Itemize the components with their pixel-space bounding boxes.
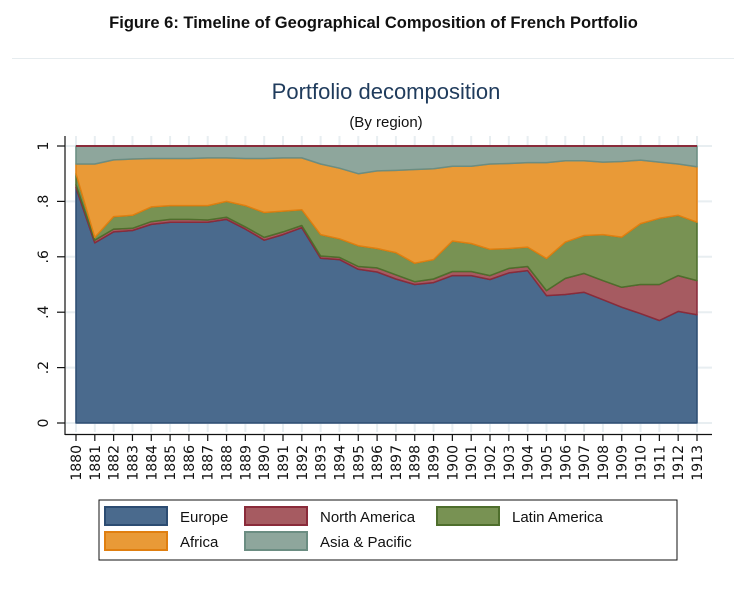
x-tick-label: 1888 xyxy=(220,445,236,481)
x-tick-label: 1912 xyxy=(671,445,687,481)
x-tick-label: 1897 xyxy=(389,445,405,481)
legend-label: Asia & Pacific xyxy=(320,534,412,551)
x-tick-label: 1893 xyxy=(314,445,330,481)
x-tick-label: 1894 xyxy=(332,445,348,481)
x-tick-label: 1884 xyxy=(144,445,160,481)
x-tick-label: 1885 xyxy=(163,445,179,481)
figure-title: Figure 6: Timeline of Geographical Compo… xyxy=(109,14,638,32)
legend-label: Africa xyxy=(180,534,219,551)
legend-swatch xyxy=(104,531,168,551)
x-tick-label: 1907 xyxy=(577,445,593,481)
legend: Europe North America Latin America Africa As… xyxy=(98,499,678,561)
y-tick-label: .2 xyxy=(36,361,52,374)
x-tick-label: 1891 xyxy=(276,445,292,481)
x-tick-label: 1906 xyxy=(558,445,574,481)
legend-label: Latin America xyxy=(512,509,604,526)
legend-swatch xyxy=(244,531,308,551)
legend-swatch xyxy=(436,506,500,526)
x-tick-label: 1904 xyxy=(521,445,537,481)
x-tick-label: 1889 xyxy=(238,445,254,481)
chart-title: Portfolio decomposition xyxy=(272,79,501,104)
x-tick-label: 1913 xyxy=(690,445,706,481)
legend-label: North America xyxy=(320,509,416,526)
x-tick-label: 1901 xyxy=(464,445,480,481)
x-tick-label: 1887 xyxy=(201,445,217,481)
divider xyxy=(12,58,734,59)
x-tick-label: 1899 xyxy=(427,445,443,481)
x-tick-label: 1909 xyxy=(615,445,631,481)
x-tick-label: 1880 xyxy=(69,445,85,481)
x-tick-label: 1883 xyxy=(125,445,141,481)
y-tick-label: .6 xyxy=(36,250,52,263)
x-tick-label: 1900 xyxy=(445,445,461,481)
x-tick-label: 1898 xyxy=(408,445,424,481)
stacked-areas xyxy=(75,145,698,424)
x-tick-label: 1910 xyxy=(634,445,650,481)
legend-label: Europe xyxy=(180,509,228,526)
x-tick-label: 1905 xyxy=(539,445,555,481)
y-tick-label: 0 xyxy=(36,419,52,428)
x-tick-label: 1911 xyxy=(652,445,668,481)
x-tick-label: 1881 xyxy=(88,445,104,481)
x-tick-label: 1908 xyxy=(596,445,612,481)
y-tick-label: .8 xyxy=(36,195,52,208)
y-tick-label: .4 xyxy=(36,305,52,318)
x-tick-label: 1886 xyxy=(182,445,198,481)
x-tick-label: 1896 xyxy=(370,445,386,481)
chart-subtitle: (By region) xyxy=(349,114,422,131)
legend-swatch xyxy=(104,506,168,526)
y-tick-label: 1 xyxy=(36,142,52,151)
x-tick-label: 1895 xyxy=(351,445,367,481)
x-tick-label: 1892 xyxy=(295,445,311,481)
x-tick-label: 1890 xyxy=(257,445,273,481)
x-tick-label: 1902 xyxy=(483,445,499,481)
x-tick-label: 1882 xyxy=(107,445,123,481)
legend-swatch xyxy=(244,506,308,526)
legend-box xyxy=(98,499,678,561)
x-tick-label: 1903 xyxy=(502,445,518,481)
